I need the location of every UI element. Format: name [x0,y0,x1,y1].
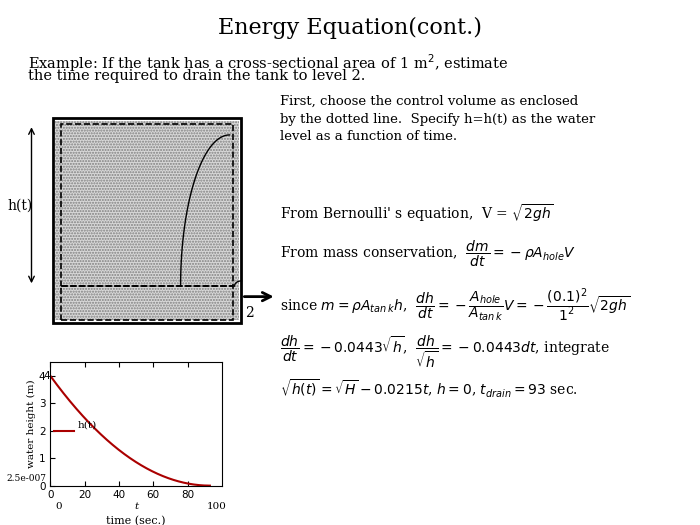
Text: From mass conservation,  $\dfrac{dm}{dt} = -\rho A_{hole}V$: From mass conservation, $\dfrac{dm}{dt} … [280,239,576,269]
Text: Example: If the tank has a cross-sectional area of 1 m$^2$, estimate: Example: If the tank has a cross-section… [28,52,508,74]
Text: 4: 4 [43,371,50,381]
Bar [61,124,233,286]
Text: 0: 0 [55,502,62,511]
Text: First, choose the control volume as enclosed
by the dotted line.  Specify h=h(t): First, choose the control volume as encl… [280,94,595,143]
Text: since $m = \rho A_{tan\,k}h$,  $\dfrac{dh}{dt} = -\dfrac{A_{hole}}{A_{tan\,k}}V : since $m = \rho A_{tan\,k}h$, $\dfrac{dh… [280,286,630,324]
Text: 100: 100 [206,502,226,511]
Text: h(t): h(t) [78,421,97,429]
Y-axis label: water height (m): water height (m) [27,380,36,468]
Text: Energy Equation(cont.): Energy Equation(cont.) [218,17,482,39]
Text: $\dfrac{dh}{dt} = -0.0443\sqrt{h}$,  $\dfrac{dh}{\sqrt{h}} = -0.0443dt$, integra: $\dfrac{dh}{dt} = -0.0443\sqrt{h}$, $\df… [280,333,610,370]
Text: h(t): h(t) [7,198,32,212]
Text: From Bernoulli' s equation,  V = $\sqrt{2gh}$: From Bernoulli' s equation, V = $\sqrt{2… [280,202,554,224]
Text: $\sqrt{h(t)} = \sqrt{H} - 0.0215t$, $h = 0$, $t_{drain} = 93$ sec.: $\sqrt{h(t)} = \sqrt{H} - 0.0215t$, $h =… [280,378,578,400]
Text: 2.5e-007: 2.5e-007 [7,474,47,483]
Bar [55,121,239,320]
Text: t: t [134,502,138,511]
Text: the time required to drain the tank to level 2.: the time required to drain the tank to l… [28,69,365,83]
Bar [61,286,233,320]
Text: time (sec.): time (sec.) [106,516,166,525]
Text: 2: 2 [245,306,253,320]
Bar [52,118,241,323]
